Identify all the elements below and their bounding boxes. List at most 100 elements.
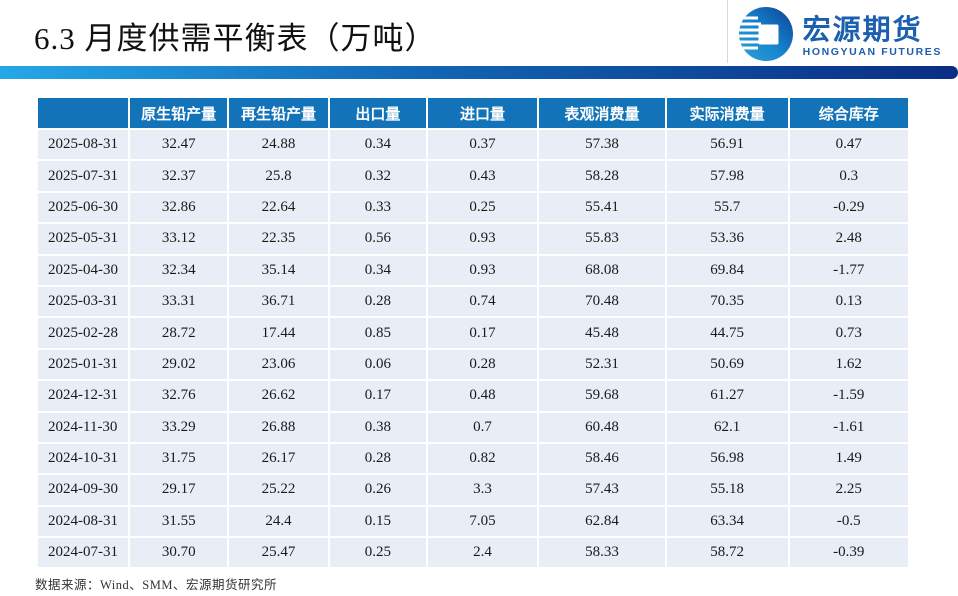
- value-cell: 0.32: [328, 159, 428, 193]
- date-cell: 2024-09-30: [35, 473, 131, 507]
- value-cell: 55.41: [537, 190, 667, 225]
- date-cell: 2024-11-30: [35, 410, 131, 444]
- value-cell: 24.88: [226, 127, 331, 162]
- value-cell: 0.25: [425, 190, 540, 225]
- value-cell: -0.29: [787, 190, 911, 225]
- table-row: 2024-07-31 30.70 25.47 0.25 2.4 58.33 58.72 -0.…: [35, 536, 911, 570]
- value-cell: -0.5: [787, 504, 911, 539]
- value-cell: 58.33: [537, 536, 667, 570]
- value-cell: 0.25: [328, 536, 428, 570]
- column-header: 综合库存: [787, 96, 911, 130]
- value-cell: 0.93: [425, 253, 540, 287]
- logo-name-en: HONGYUAN FUTURES: [802, 46, 942, 59]
- value-cell: 0.37: [425, 127, 540, 162]
- value-cell: 57.38: [537, 127, 667, 162]
- value-cell: 0.13: [787, 284, 911, 319]
- value-cell: 63.34: [664, 504, 790, 539]
- value-cell: -1.77: [787, 253, 911, 287]
- value-cell: 32.37: [128, 159, 229, 193]
- value-cell: 0.26: [328, 473, 428, 507]
- value-cell: 56.91: [664, 127, 790, 162]
- supply-demand-balance-table: 原生铅产量 再生铅产量 出口量 进口量 表观消费量 实际消费量 综合库存 2025-08-3…: [35, 96, 911, 570]
- value-cell: 0.17: [425, 316, 540, 350]
- value-cell: 26.62: [226, 379, 331, 413]
- value-cell: 29.17: [128, 473, 229, 507]
- table-row: 2024-09-30 29.17 25.22 0.26 3.3 57.43 55.18 2.2…: [35, 473, 911, 507]
- column-header: 表观消费量: [537, 96, 667, 130]
- date-cell: 2024-10-31: [35, 441, 131, 476]
- value-cell: 0.85: [328, 316, 428, 350]
- date-cell: 2025-03-31: [35, 284, 131, 319]
- value-cell: 26.88: [226, 410, 331, 444]
- table-row: 2025-03-31 33.31 36.71 0.28 0.74 70.48 70.35 0.…: [35, 284, 911, 319]
- value-cell: 44.75: [664, 316, 790, 350]
- value-cell: 0.15: [328, 504, 428, 539]
- value-cell: -0.39: [787, 536, 911, 570]
- table-row: 2024-12-31 32.76 26.62 0.17 0.48 59.68 61.27 -1…: [35, 379, 911, 413]
- value-cell: 28.72: [128, 316, 229, 350]
- date-cell: 2025-04-30: [35, 253, 131, 287]
- value-cell: 7.05: [425, 504, 540, 539]
- value-cell: 26.17: [226, 441, 331, 476]
- value-cell: 33.12: [128, 222, 229, 256]
- value-cell: 0.7: [425, 410, 540, 444]
- value-cell: 55.7: [664, 190, 790, 225]
- value-cell: -1.59: [787, 379, 911, 413]
- page-title: 6.3 月度供需平衡表（万吨）: [34, 21, 437, 56]
- value-cell: 33.31: [128, 284, 229, 319]
- date-cell: 2024-12-31: [35, 379, 131, 413]
- value-cell: 25.22: [226, 473, 331, 507]
- value-cell: 32.34: [128, 253, 229, 287]
- date-cell: 2025-02-28: [35, 316, 131, 350]
- data-source-note: 数据来源：Wind、SMM、宏源期货研究所: [35, 578, 277, 592]
- accent-bar: [0, 66, 958, 79]
- date-cell: 2025-08-31: [35, 127, 131, 162]
- value-cell: 23.06: [226, 347, 331, 382]
- value-cell: 2.25: [787, 473, 911, 507]
- value-cell: 22.64: [226, 190, 331, 225]
- value-cell: 0.38: [328, 410, 428, 444]
- hongyuan-logo-icon: [738, 6, 794, 67]
- value-cell: 0.48: [425, 379, 540, 413]
- value-cell: 24.4: [226, 504, 331, 539]
- value-cell: 33.29: [128, 410, 229, 444]
- value-cell: 70.48: [537, 284, 667, 319]
- date-cell: 2024-08-31: [35, 504, 131, 539]
- value-cell: 32.47: [128, 127, 229, 162]
- value-cell: 0.33: [328, 190, 428, 225]
- value-cell: 57.43: [537, 473, 667, 507]
- value-cell: 58.72: [664, 536, 790, 570]
- value-cell: 61.27: [664, 379, 790, 413]
- table-row: 2025-02-28 28.72 17.44 0.85 0.17 45.48 44.75 0.…: [35, 316, 911, 350]
- column-header: 出口量: [328, 96, 428, 130]
- value-cell: 0.47: [787, 127, 911, 162]
- value-cell: 31.75: [128, 441, 229, 476]
- value-cell: -1.61: [787, 410, 911, 444]
- value-cell: 29.02: [128, 347, 229, 382]
- table-body: 2025-08-31 32.47 24.88 0.34 0.37 57.38 56.91 0.…: [35, 127, 911, 570]
- table-row: 2025-01-31 29.02 23.06 0.06 0.28 52.31 50.69 1.…: [35, 347, 911, 382]
- value-cell: 0.56: [328, 222, 428, 256]
- table-row: 2025-07-31 32.37 25.8 0.32 0.43 58.28 57.98 0.3: [35, 159, 911, 193]
- value-cell: 0.34: [328, 253, 428, 287]
- value-cell: 25.47: [226, 536, 331, 570]
- value-cell: 0.73: [787, 316, 911, 350]
- column-header: 原生铅产量: [128, 96, 229, 130]
- value-cell: 35.14: [226, 253, 331, 287]
- value-cell: 62.1: [664, 410, 790, 444]
- value-cell: 30.70: [128, 536, 229, 570]
- value-cell: 2.4: [425, 536, 540, 570]
- table-row: 2024-08-31 31.55 24.4 0.15 7.05 62.84 63.34 -0.…: [35, 504, 911, 539]
- date-cell: 2025-07-31: [35, 159, 131, 193]
- table-row: 2024-11-30 33.29 26.88 0.38 0.7 60.48 62.1 -1.6…: [35, 410, 911, 444]
- table-row: 2024-10-31 31.75 26.17 0.28 0.82 58.46 56.98 1.…: [35, 441, 911, 476]
- value-cell: 70.35: [664, 284, 790, 319]
- value-cell: 50.69: [664, 347, 790, 382]
- value-cell: 58.46: [537, 441, 667, 476]
- value-cell: 32.76: [128, 379, 229, 413]
- value-cell: 32.86: [128, 190, 229, 225]
- value-cell: 0.28: [425, 347, 540, 382]
- value-cell: 68.08: [537, 253, 667, 287]
- value-cell: 17.44: [226, 316, 331, 350]
